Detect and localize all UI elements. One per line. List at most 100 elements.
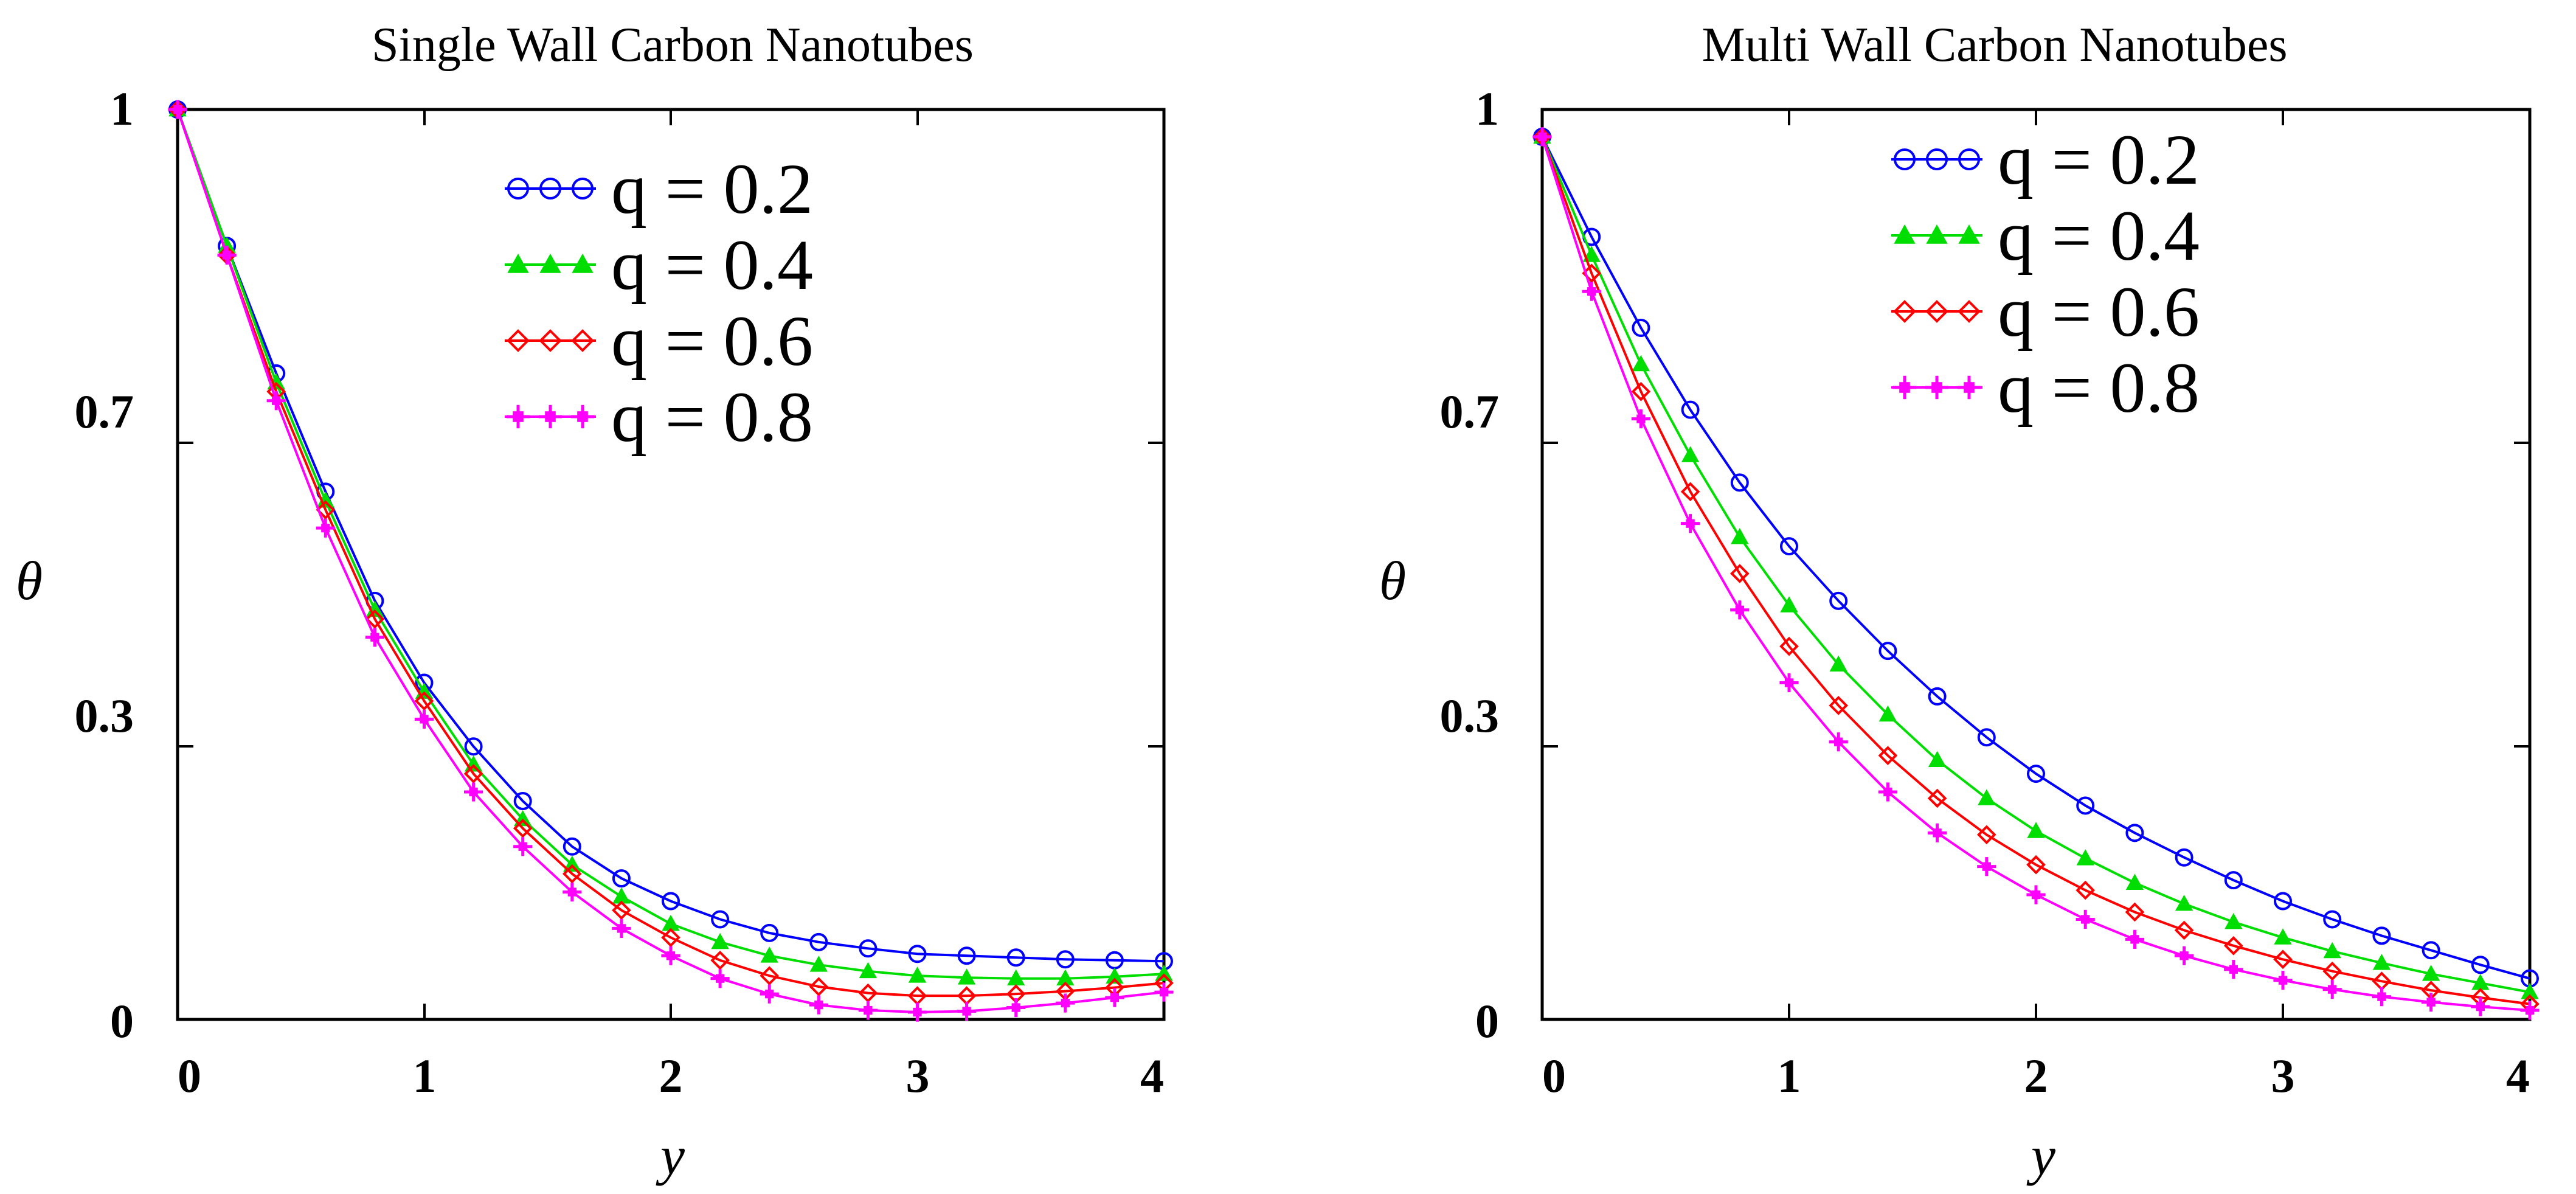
data-point	[463, 764, 483, 783]
data-point	[760, 923, 779, 942]
data-point	[957, 946, 976, 965]
data-point	[414, 691, 434, 711]
data-point	[2224, 960, 2243, 979]
data-point	[572, 253, 594, 273]
data-point	[1681, 514, 1700, 533]
x-tick-label: 2	[2024, 1049, 2048, 1102]
chart-title: Multi Wall Carbon Nanotubes	[1702, 18, 2287, 72]
series-line	[176, 109, 1165, 998]
data-point	[563, 855, 581, 872]
data-point	[464, 737, 483, 756]
data-point	[1977, 728, 1996, 747]
legend: q = 0.2q = 0.4q = 0.6q = 0.8	[1891, 120, 2200, 428]
data-point	[1894, 224, 1916, 244]
data-point	[2076, 796, 2095, 815]
data-point	[1928, 823, 1947, 842]
data-point	[1631, 409, 1650, 429]
series-line	[1541, 136, 2530, 1005]
series-line	[1541, 136, 2530, 980]
legend-entry: q = 0.6	[1891, 272, 2200, 352]
x-tick-label: 1	[1778, 1049, 1801, 1102]
data-point	[711, 932, 729, 949]
data-point	[1632, 355, 1650, 372]
data-point	[2372, 987, 2391, 1007]
data-point	[859, 962, 878, 979]
data-point	[2471, 997, 2490, 1016]
x-ticks: 0 1 2 3 4	[1542, 1049, 2530, 1102]
data-point	[365, 628, 384, 647]
y-ticks: 0 0.3 0.7 1	[1440, 82, 1500, 1047]
data-point	[513, 819, 533, 838]
data-point	[2174, 920, 2194, 940]
data-point	[1958, 148, 1980, 170]
data-point	[570, 404, 595, 429]
legend-label: q = 0.6	[611, 301, 813, 381]
data-point	[809, 977, 829, 996]
data-point	[2026, 855, 2046, 875]
data-point	[710, 950, 730, 970]
data-point	[414, 709, 434, 729]
data-point	[513, 791, 532, 810]
data-point	[168, 100, 187, 119]
data-point	[1925, 300, 1948, 323]
legend-entry: q = 0.8	[505, 377, 813, 457]
data-point	[2125, 824, 2144, 842]
x-tick-label: 0	[1542, 1049, 1566, 1102]
data-point	[1977, 857, 1996, 876]
data-point	[2076, 880, 2096, 900]
data-point	[1927, 788, 1947, 808]
data-point	[1893, 300, 1916, 323]
data-point	[1731, 528, 1749, 544]
data-point	[1978, 789, 1996, 805]
data-point	[2225, 912, 2243, 929]
data-point	[1105, 988, 1124, 1007]
data-point	[2372, 926, 2391, 945]
legend-label: q = 0.8	[611, 377, 813, 457]
data-point	[1925, 375, 1949, 400]
data-point	[1582, 246, 1601, 262]
data-point	[2422, 941, 2440, 960]
data-point	[907, 1002, 927, 1022]
data-point	[316, 518, 335, 538]
data-point	[2175, 848, 2193, 867]
y-ticks: 0 0.3 0.7 1	[75, 82, 134, 1047]
data-point	[1780, 537, 1798, 556]
x-axis-label: y	[656, 1126, 685, 1186]
data-point	[1680, 482, 1700, 502]
y-tick-label: 1	[1475, 82, 1499, 135]
legend-label: q = 0.4	[611, 225, 813, 305]
data-point	[2422, 965, 2440, 981]
data-point	[859, 939, 878, 958]
data-point	[1632, 319, 1650, 338]
x-tick-label: 0	[178, 1049, 201, 1102]
data-point	[1582, 282, 1601, 301]
data-point	[908, 967, 927, 983]
legend-label: q = 0.6	[1998, 272, 2200, 352]
data-point	[2027, 822, 2045, 838]
data-point	[217, 245, 237, 265]
x-tick-label: 2	[659, 1049, 683, 1102]
data-point	[572, 178, 594, 200]
legend-entry: q = 0.2	[505, 149, 813, 229]
chart-panel-swcnt: Single Wall Carbon Nanotubes 0 0.3 0.7 1…	[16, 18, 1174, 1186]
data-point	[760, 966, 780, 986]
data-point	[563, 882, 582, 902]
data-point	[2125, 902, 2145, 922]
data-point	[1730, 473, 1749, 492]
y-tick-label: 0	[110, 994, 134, 1047]
data-point	[2521, 983, 2539, 999]
y-tick-label: 0.3	[1440, 689, 1500, 742]
chart-panel-mwcnt: Multi Wall Carbon Nanotubes 0 0.3 0.7 1 …	[1379, 18, 2540, 1186]
axis-tick-marks	[178, 109, 1164, 1019]
data-point	[539, 253, 561, 273]
data-point	[760, 946, 778, 963]
data-point	[2223, 935, 2243, 956]
data-point	[1006, 948, 1025, 967]
series-4	[1532, 127, 2540, 1020]
legend-entry: q = 0.2	[1891, 120, 2200, 200]
x-axis-label: y	[2026, 1126, 2055, 1186]
series-line	[176, 109, 1165, 963]
data-point	[514, 810, 532, 827]
data-point	[2027, 765, 2045, 783]
data-point	[711, 910, 730, 929]
